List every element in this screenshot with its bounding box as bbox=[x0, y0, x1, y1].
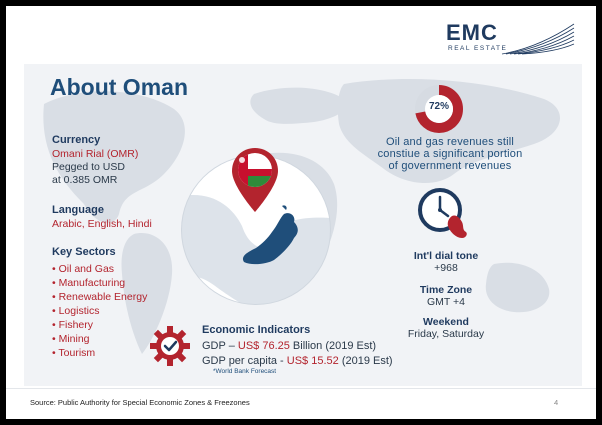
oman-flag-pin-icon bbox=[232, 148, 278, 212]
economic-heading: Economic Indicators bbox=[202, 324, 311, 336]
emc-logo: EMC REAL ESTATE bbox=[438, 20, 588, 60]
oil-text-line1: Oil and gas revenues still bbox=[385, 136, 515, 148]
sector-item: • Logistics bbox=[52, 305, 100, 317]
oil-text-line3: of government revenues bbox=[388, 160, 512, 172]
sector-item: • Fishery bbox=[52, 319, 94, 331]
sector-item: • Manufacturing bbox=[52, 277, 126, 289]
timezone-block: Time Zone GMT +4 bbox=[376, 284, 516, 308]
clock-phone-icon bbox=[418, 188, 467, 238]
currency-name: Omani Rial (OMR) bbox=[52, 148, 139, 160]
weekend-heading: Weekend bbox=[423, 316, 469, 328]
weekend-block: Weekend Friday, Saturday bbox=[376, 316, 516, 340]
sector-item: • Mining bbox=[52, 333, 90, 345]
dial-tone-value: +968 bbox=[434, 262, 458, 274]
gdp-per-capita-value: US$ 15.52 bbox=[286, 355, 342, 367]
sector-item: • Tourism bbox=[52, 347, 96, 359]
currency-peg-line1: Pegged to USD bbox=[52, 161, 125, 173]
currency-peg-line2: at 0.385 OMR bbox=[52, 174, 118, 186]
sectors-list: • Oil and Gas • Manufacturing • Renewabl… bbox=[52, 262, 147, 360]
sector-item: • Renewable Energy bbox=[52, 291, 148, 303]
gdp-per-capita-line: GDP per capita - US$ 15.52 (2019 Est) bbox=[202, 355, 393, 367]
gdp-value: US$ 76.25 bbox=[237, 340, 293, 352]
language-heading: Language bbox=[52, 204, 104, 216]
world-map-background bbox=[24, 64, 582, 386]
source-note: Source: Public Authority for Special Eco… bbox=[30, 398, 250, 407]
sectors-heading: Key Sectors bbox=[52, 246, 116, 258]
gdp-label: GDP – bbox=[202, 340, 238, 352]
gdp-per-capita-rest: (2019 Est) bbox=[341, 355, 393, 367]
slide: EMC REAL ESTATE About Oman Currency Oman… bbox=[6, 6, 596, 419]
oil-revenue-percent: 72% bbox=[428, 101, 449, 112]
timezone-value: GMT +4 bbox=[426, 296, 466, 308]
economic-footnote: *World Bank Forecast bbox=[213, 368, 277, 375]
logo-swoosh-icon bbox=[501, 23, 575, 55]
currency-heading: Currency bbox=[52, 134, 101, 146]
timezone-heading: Time Zone bbox=[419, 284, 473, 296]
oil-revenue-text: Oil and gas revenues still constiue a si… bbox=[362, 136, 538, 172]
logo-subtitle: REAL ESTATE bbox=[448, 45, 508, 52]
gdp-per-capita-label: GDP per capita - bbox=[202, 355, 287, 367]
oil-text-line2: constiue a significant portion bbox=[377, 148, 523, 160]
dial-tone-heading: Int'l dial tone bbox=[413, 250, 479, 262]
footer-divider bbox=[6, 388, 596, 389]
sector-item: • Oil and Gas bbox=[52, 263, 115, 275]
gdp-rest: Billion (2019 Est) bbox=[292, 340, 377, 352]
weekend-value: Friday, Saturday bbox=[407, 328, 485, 340]
oil-revenue-donut bbox=[415, 85, 463, 133]
logo-wordmark: EMC bbox=[446, 20, 498, 45]
dial-tone-block: Int'l dial tone +968 bbox=[376, 250, 516, 274]
language-value: Arabic, English, Hindi bbox=[52, 218, 152, 230]
gear-check-icon bbox=[150, 326, 190, 366]
page-title: About Oman bbox=[50, 74, 188, 100]
gdp-line: GDP – US$ 76.25 Billion (2019 Est) bbox=[202, 340, 376, 352]
page-number: 4 bbox=[554, 398, 559, 407]
